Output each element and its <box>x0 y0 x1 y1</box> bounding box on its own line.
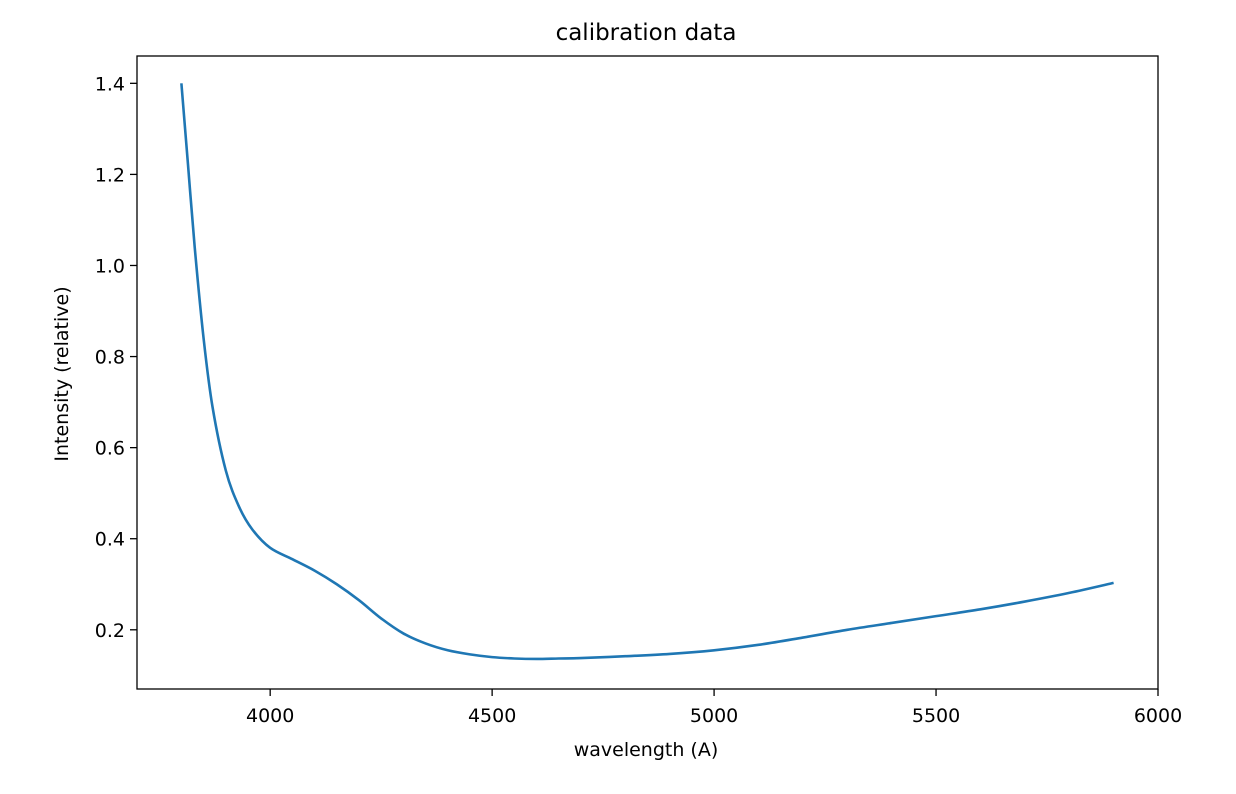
y-axis-label: Intensity (relative) <box>51 286 73 461</box>
y-tick-label: 0.2 <box>95 620 125 642</box>
plot-area <box>137 56 1158 689</box>
chart-title: calibration data <box>556 20 737 46</box>
y-tick-label: 1.2 <box>95 164 125 186</box>
plot-frame <box>136 55 1159 690</box>
x-tick-label: 5000 <box>690 705 738 727</box>
tick-layer: 4000 4500 5000 5500 6000 0.2 0.4 0.6 0.8 1.0 1.2 1.… <box>95 73 1182 727</box>
x-axis-label: wavelength (A) <box>574 739 719 761</box>
series-layer <box>180 83 1114 661</box>
y-tick-label: 1.4 <box>95 73 125 95</box>
x-tick-label: 4000 <box>246 705 294 727</box>
x-tick-label: 6000 <box>1134 705 1182 727</box>
y-tick-label: 1.0 <box>95 255 125 277</box>
y-tick-label: 0.6 <box>95 438 125 460</box>
series-line <box>180 83 1114 661</box>
x-tick-label: 5500 <box>912 705 960 727</box>
y-tick-label: 0.4 <box>95 529 125 551</box>
y-tick-label: 0.8 <box>95 347 125 369</box>
x-tick-label: 4500 <box>468 705 516 727</box>
